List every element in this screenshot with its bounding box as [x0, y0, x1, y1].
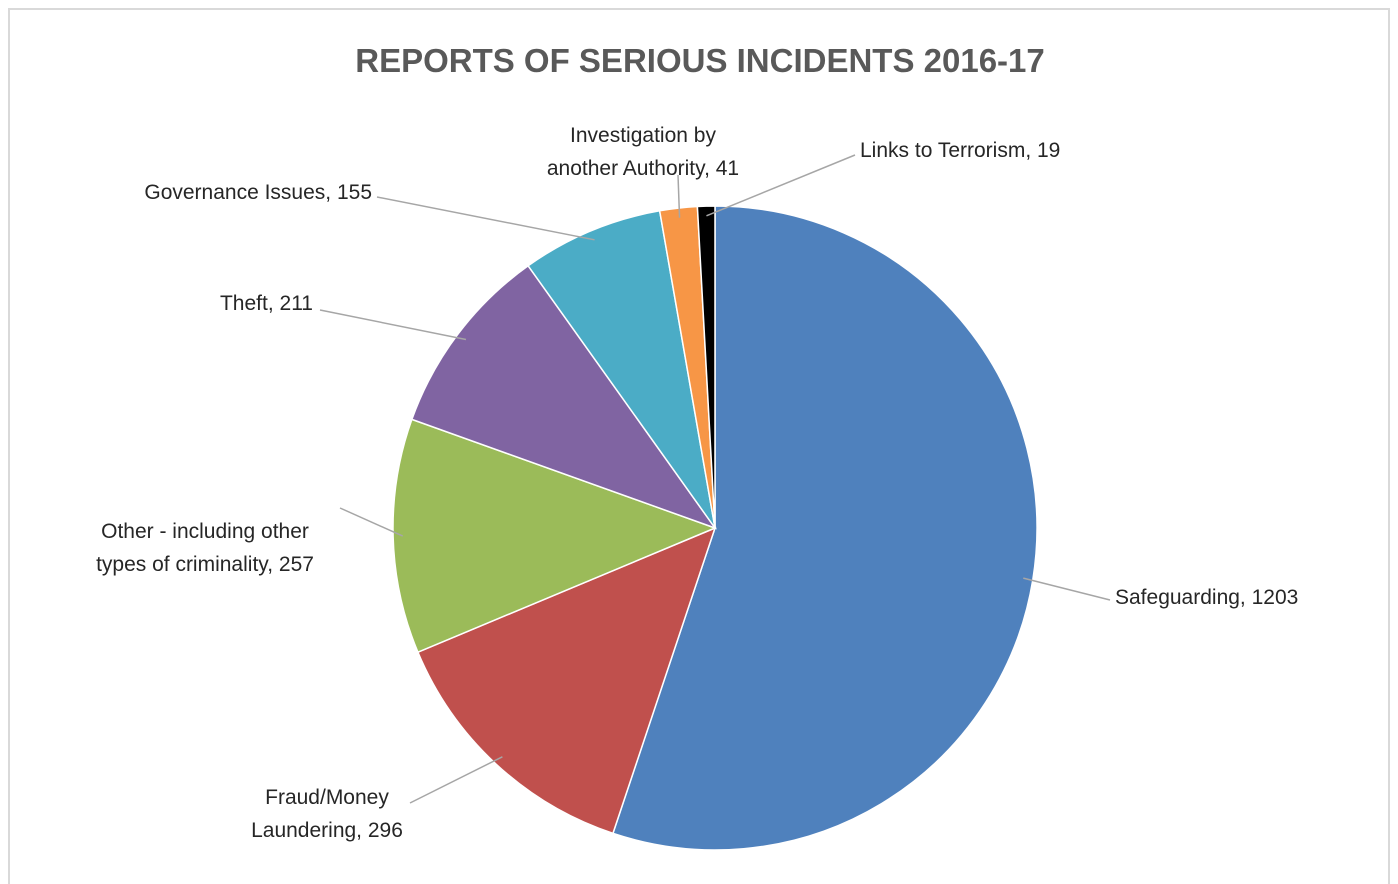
pie-slice — [410, 264, 717, 530]
data-label: Theft, 211 — [220, 292, 313, 315]
leader-line — [409, 756, 503, 804]
leader-line — [376, 196, 595, 241]
chart-title: REPORTS OF SERIOUS INCIDENTS 2016-17 — [355, 42, 1045, 79]
pie-slice — [696, 205, 716, 529]
data-label: Links to Terrorism, 19 — [860, 139, 1060, 162]
pie-slice — [416, 526, 717, 835]
pie-slice — [611, 205, 1038, 851]
data-label: Other - including other types of criminal… — [96, 520, 314, 576]
leader-line — [319, 309, 467, 341]
leader-line — [706, 154, 856, 217]
pie-slice — [392, 418, 718, 654]
data-label: Safeguarding, 1203 — [1115, 586, 1298, 609]
pie-slice — [527, 209, 716, 529]
data-label: Fraud/Money Laundering, 296 — [251, 786, 403, 842]
data-label: Investigation by another Authority, 41 — [547, 124, 739, 180]
leader-line — [339, 507, 404, 537]
data-label: Governance Issues, 155 — [144, 181, 372, 204]
leader-line — [677, 174, 681, 218]
leader-line — [1023, 577, 1111, 601]
